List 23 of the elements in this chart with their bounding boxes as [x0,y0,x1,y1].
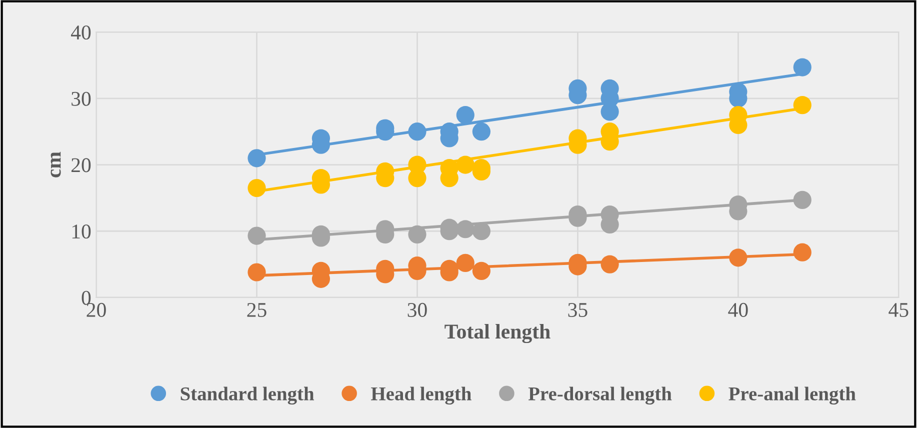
x-axis-title: Total length [444,324,550,344]
x-tick-label: 25 [247,302,266,317]
point [793,58,812,76]
y-tick-label: 0 [82,290,91,305]
x-tick-label: 20 [86,302,106,317]
legend-label: Pre-dorsal length [528,386,672,405]
x-tick-label: 45 [888,303,908,317]
y-tick-label: 10 [72,224,91,239]
x-tick-label: 35 [568,302,588,317]
point [793,96,812,114]
point [472,222,490,240]
y-tick-label: 30 [72,92,91,106]
legend-label: Head length [371,386,472,405]
y-tick-label: 40 [70,25,91,40]
y-tick-label: 20 [72,158,91,172]
point [456,106,474,124]
point [472,122,490,141]
x-tick-label: 40 [728,302,748,317]
legend-label: Standard length [180,386,314,405]
y-axis-title: cm [50,152,61,178]
legend-label: Pre-anal length [728,386,856,405]
x-tick-label: 30 [408,302,427,317]
point [248,226,266,245]
